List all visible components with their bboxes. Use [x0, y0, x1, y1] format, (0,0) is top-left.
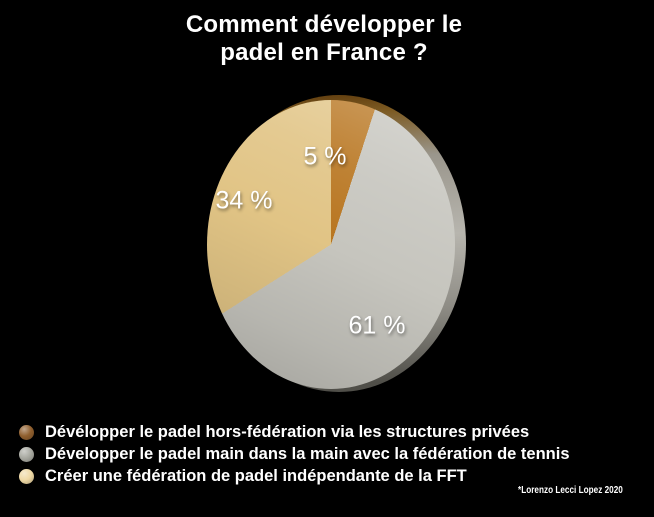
page-title: Comment développer le padel en France ? — [0, 11, 648, 67]
legend-item: Développer le padel main dans la main av… — [19, 443, 570, 465]
legend-item: Dévélopper le padel hors-fédération via … — [19, 421, 570, 443]
pie-percent-label-independent: 34 % — [215, 186, 273, 215]
legend-label: Développer le padel main dans la main av… — [45, 444, 570, 463]
legend: Dévélopper le padel hors-fédération via … — [19, 421, 570, 487]
legend-dot-gray-icon — [19, 446, 34, 462]
legend-dot-tan-icon — [19, 468, 34, 484]
legend-label: Créer une fédération de padel indépendan… — [45, 466, 467, 485]
legend-item: Créer une fédération de padel indépendan… — [19, 465, 570, 487]
credit-text: *Lorenzo Lecci Lopez 2020 — [518, 485, 623, 496]
pie-chart — [207, 100, 455, 389]
page-title-line-2: padel en France ? — [220, 39, 428, 66]
legend-dot-brown-icon — [19, 424, 34, 440]
page-title-line-1: Comment développer le — [185, 11, 463, 38]
pie-percent-label-federation: 61 % — [348, 311, 406, 340]
pie-percent-label-private: 5 % — [303, 142, 347, 171]
legend-label: Dévélopper le padel hors-fédération via … — [45, 422, 530, 441]
